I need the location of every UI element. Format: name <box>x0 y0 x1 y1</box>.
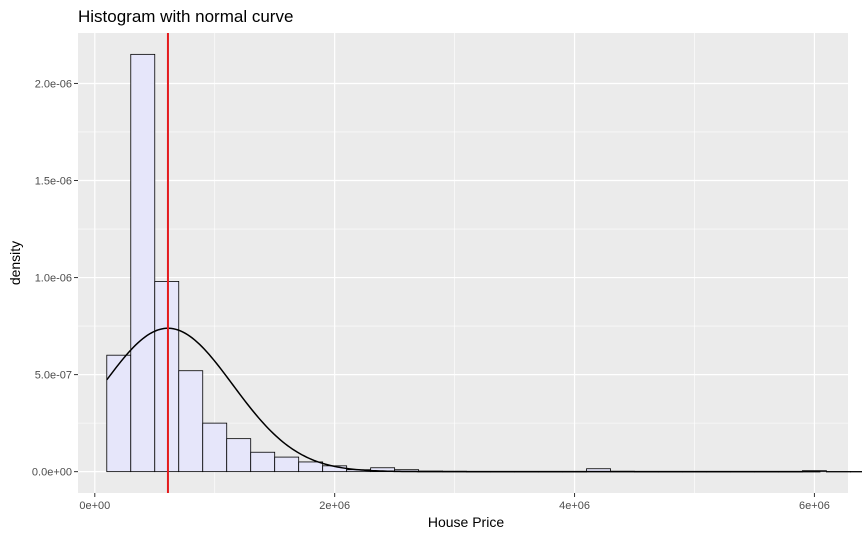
x-tick-label: 4e+06 <box>559 500 590 512</box>
histogram-bar <box>849 471 862 473</box>
y-tick-label: 1.0e-06 <box>35 273 72 285</box>
y-tick-label: 1.5e-06 <box>35 176 72 188</box>
histogram-bar <box>130 53 156 473</box>
major-gridlines <box>78 33 848 493</box>
histogram-bar <box>154 281 180 473</box>
histogram-bar <box>106 354 132 473</box>
histogram-bar <box>226 438 252 473</box>
y-axis-ticks: 0.0e+00 5.0e-07 1.0e-06 1.5e-06 2.0e-06 <box>32 78 78 479</box>
histogram-bar <box>298 461 324 473</box>
x-tick-label: 2e+06 <box>319 500 350 512</box>
chart-title: Histogram with normal curve <box>78 7 293 26</box>
normal-curve <box>106 327 821 473</box>
y-axis-title: density <box>7 241 23 285</box>
histogram-bar <box>826 471 851 473</box>
plot-panel <box>78 33 848 493</box>
x-tick-label: 0e+00 <box>79 500 110 512</box>
y-tick-label: 0.0e+00 <box>32 467 72 479</box>
histogram-bar <box>202 422 228 473</box>
histogram-bars <box>106 53 862 473</box>
x-axis-title: House Price <box>428 514 504 530</box>
histogram-bar <box>178 370 204 473</box>
x-tick-label: 6e+06 <box>799 500 830 512</box>
x-axis-ticks: 0e+00 2e+06 4e+06 6e+06 <box>79 493 830 512</box>
y-tick-label: 2.0e-06 <box>35 78 72 90</box>
histogram-bar <box>274 456 300 473</box>
y-tick-label: 5.0e-07 <box>35 370 72 382</box>
histogram-bar <box>250 451 276 473</box>
